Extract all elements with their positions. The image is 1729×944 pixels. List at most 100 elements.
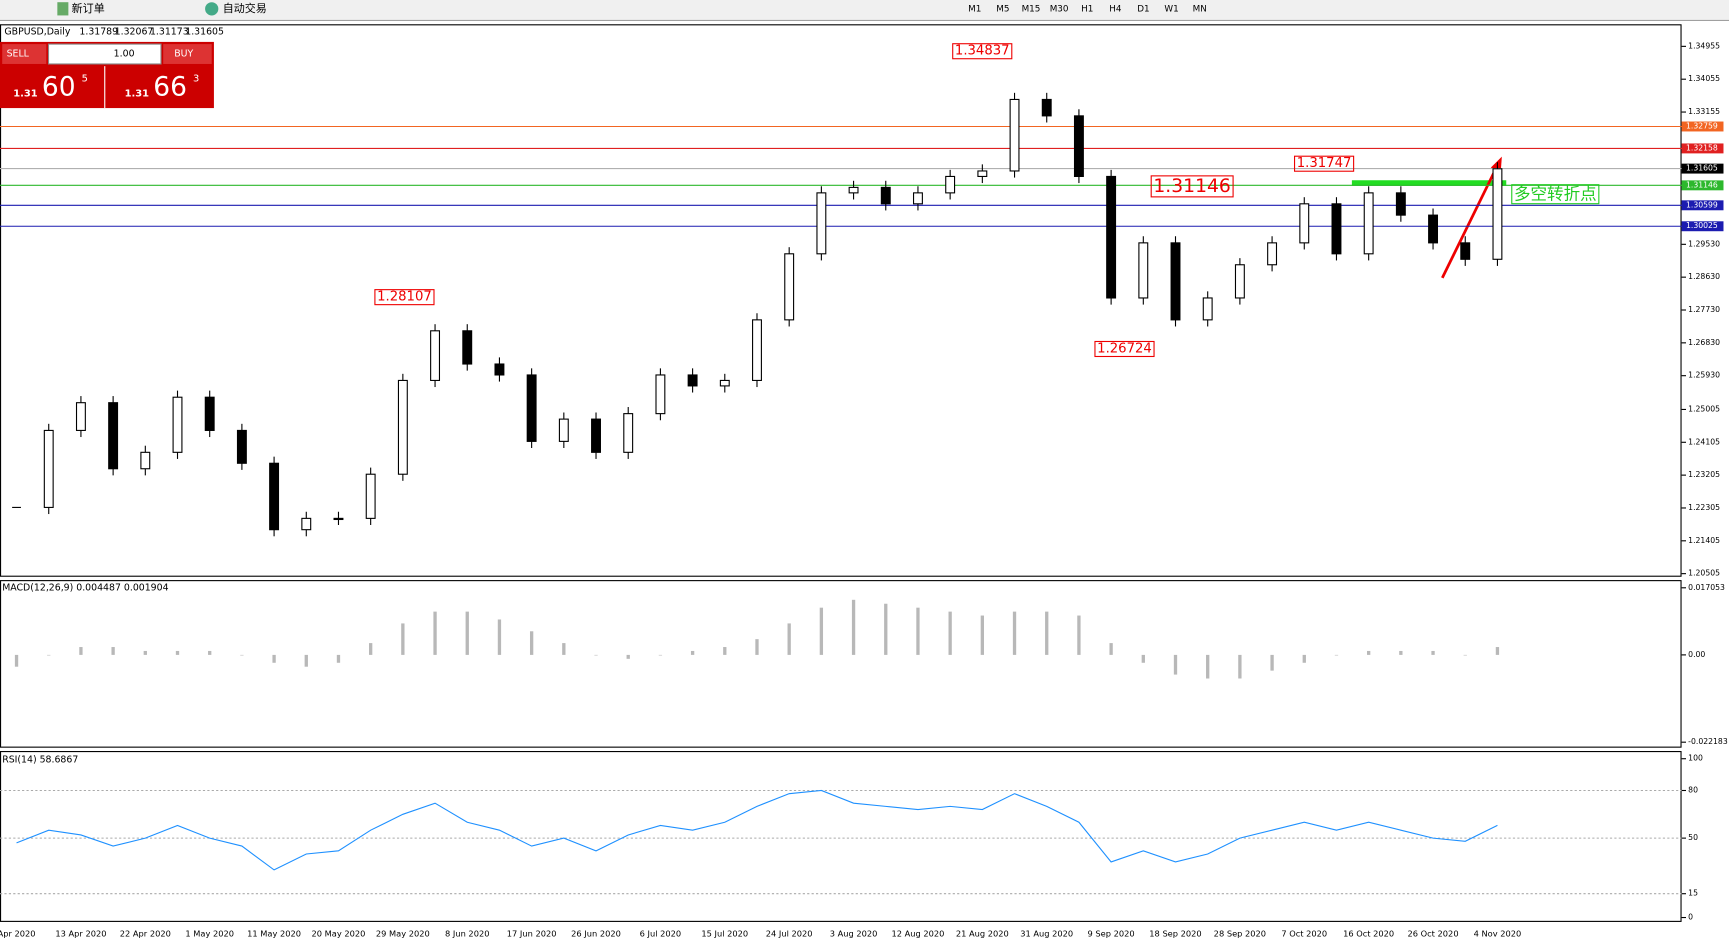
annotation-box [952,43,1013,60]
macd-bar [1238,654,1242,679]
auto-trade-button[interactable]: 自动交易 [223,1,267,15]
timeframe-button[interactable]: M1 [968,4,981,14]
y-tick-label: 1.26830 [1688,338,1720,347]
macd-bar [626,654,630,659]
y-tick-label: 1.33155 [1688,107,1720,116]
price-level-label: 1.32158 [1686,143,1718,152]
x-tick-label: 26 Oct 2020 [1407,929,1458,939]
macd-bar [529,631,534,655]
candle-body [977,170,988,177]
candle-body [1041,98,1052,117]
timeframe-button[interactable]: W1 [1164,4,1178,14]
lot-input[interactable] [47,43,162,65]
price-level-label: 1.30025 [1686,221,1718,230]
macd-bar [208,650,212,655]
buy-price-pips[interactable]: 66 [153,72,187,103]
ohlc-value: 1.31789 [79,26,118,37]
ohlc-value: 1.31605 [185,26,224,37]
macd-bar [1045,611,1049,655]
candle-body [397,379,408,475]
annotation-box [1511,184,1600,205]
candle-body [1234,264,1245,299]
auto-trade-icon[interactable] [205,2,219,16]
x-tick-label: 18 Sep 2020 [1149,929,1201,939]
main-panel [0,24,1682,577]
new-order-icon[interactable] [57,2,69,16]
x-tick-label: 11 May 2020 [247,929,301,939]
buy-button[interactable] [163,44,212,64]
new-order-button[interactable]: 新订单 [72,1,105,15]
sell-price-point[interactable]: 5 [82,73,88,84]
macd-bar [1399,650,1403,655]
x-tick-label: 15 Jul 2020 [701,929,748,939]
macd-title: MACD(12,26,9) 0.004487 0.001904 [2,582,168,593]
candle-body [1267,242,1278,266]
macd-bar [369,643,373,655]
price-level-tag [1681,143,1724,154]
annotation: 1.31146 [1153,176,1230,197]
y-tick-label: 50 [1688,833,1698,842]
buy-label[interactable]: BUY [174,49,193,60]
macd-bar [690,650,695,655]
x-tick-label: 29 May 2020 [376,929,430,939]
macd-bar [723,647,727,655]
sell-price-big[interactable]: 1.31 [13,89,38,100]
candle-body [1460,242,1471,260]
y-tick-label: 1.24105 [1688,437,1720,446]
candle-body [655,374,666,415]
y-tick-label: 1.20505 [1688,569,1720,578]
candle-body [912,192,923,205]
x-tick-label: 31 Aug 2020 [1020,929,1073,939]
macd-bar [1173,654,1178,675]
y-tick-label: 1.23205 [1688,470,1720,479]
candle-body [301,517,312,531]
lot-value[interactable]: 1.00 [114,49,135,60]
x-tick-label: Apr 2020 [0,929,36,939]
timeframe-button[interactable]: M5 [996,4,1009,14]
candle-body [591,418,601,453]
macd-bar [497,619,502,655]
macd-bar [111,647,115,655]
sell-label[interactable]: SELL [7,49,30,60]
macd-bar [79,647,83,655]
candle-body [719,379,730,387]
candle-body [204,396,215,431]
timeframe-button[interactable]: D1 [1137,4,1149,14]
y-tick-label: 1.34955 [1688,41,1720,50]
candle-body [1331,203,1342,255]
timeframe-button[interactable]: M30 [1050,4,1069,14]
ohlc-value: 1.31173 [150,26,189,37]
price-level-label: 1.32759 [1686,121,1718,130]
candle-body [784,253,795,321]
candle-body [752,319,762,381]
macd-bar [465,611,469,655]
buy-price-point[interactable]: 3 [193,73,199,84]
macd-bar [916,607,920,655]
timeframe-button[interactable]: M15 [1022,4,1041,14]
sell-price-pips[interactable]: 60 [42,72,76,103]
price-level-label: 1.30599 [1686,200,1718,209]
sell-button[interactable] [2,44,47,64]
trend-arrow [1441,164,1499,279]
macd-bar [1141,654,1145,663]
timeframe-button[interactable]: H1 [1081,4,1093,14]
x-tick-label: 3 Aug 2020 [830,929,878,939]
x-tick-label: 21 Aug 2020 [956,929,1009,939]
timeframe-button[interactable]: H4 [1109,4,1122,14]
x-tick-label: 17 Jun 2020 [507,929,557,939]
buy-price-big[interactable]: 1.31 [125,89,150,100]
x-tick-label: 22 Apr 2020 [120,929,171,939]
macd-bar [851,599,856,655]
rsi-panel [0,751,1682,922]
candle-body [43,429,54,508]
candle-body [269,462,280,531]
timeframe-button[interactable]: MN [1193,4,1207,14]
y-tick-label: -0.022183 [1688,737,1728,746]
x-tick-label: 4 Nov 2020 [1474,929,1522,939]
macd-bar [1367,650,1371,655]
macd-bar [1334,654,1339,656]
macd-bar [240,654,244,656]
candle-body [526,374,537,442]
y-tick-label: 1.27730 [1688,305,1720,314]
